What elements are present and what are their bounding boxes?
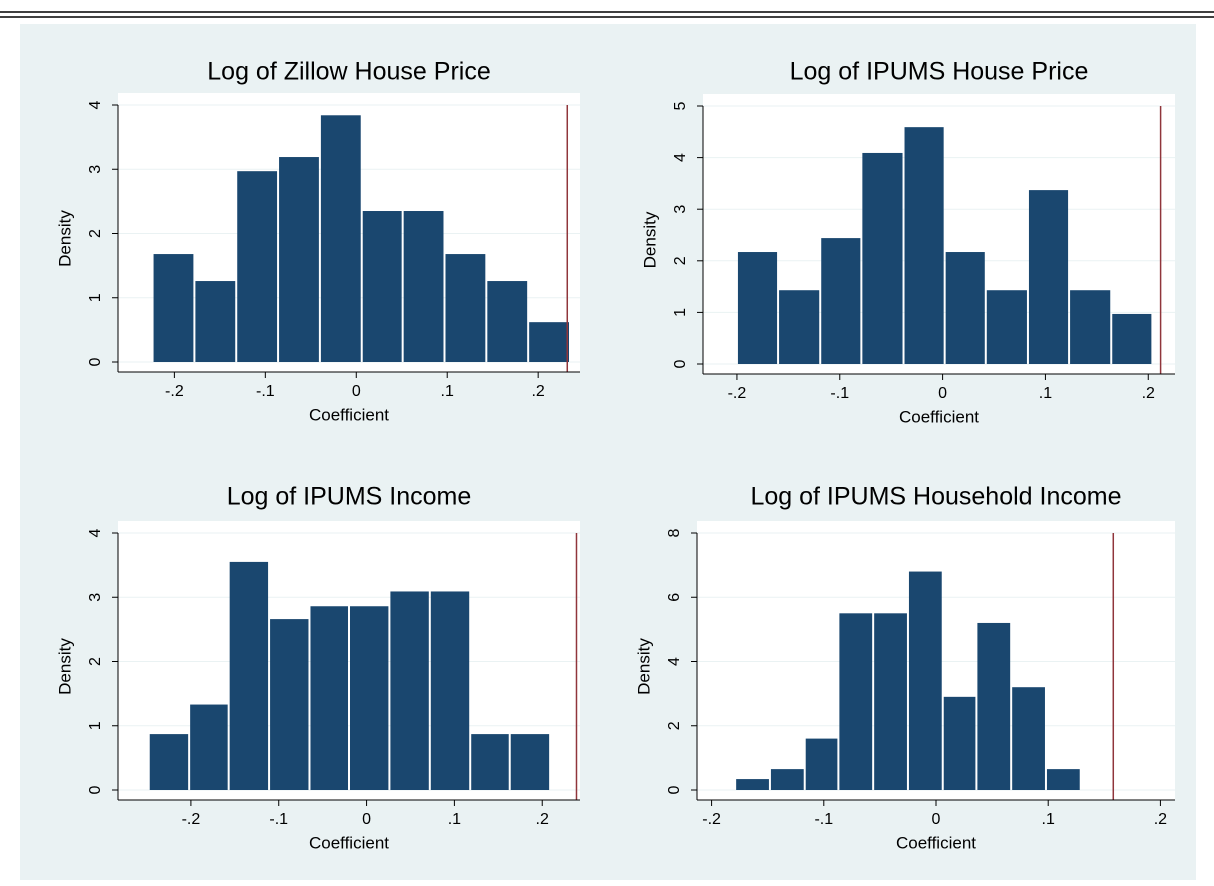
x-tick-label: .1 (1039, 385, 1052, 402)
chart-title: Log of Zillow House Price (207, 58, 490, 86)
bar (149, 734, 189, 790)
y-tick-label: 4 (672, 153, 689, 162)
bar (237, 171, 278, 362)
chart-title: Log of IPUMS House Price (790, 58, 1089, 86)
y-axis-label: Density (634, 638, 653, 695)
x-tick-label: .1 (448, 811, 461, 828)
bar (445, 254, 486, 362)
y-tick-label: 0 (87, 785, 104, 794)
x-axis-label: Coefficient (309, 405, 389, 424)
x-tick-label: -.1 (256, 383, 275, 400)
x-tick-label: .2 (1154, 811, 1167, 828)
bar (904, 127, 944, 364)
x-tick-label: 0 (932, 811, 941, 828)
chart-title: Log of IPUMS Household Income (750, 483, 1121, 511)
x-tick-label: -.1 (269, 811, 288, 828)
y-tick-label: 2 (666, 721, 683, 730)
bar (977, 622, 1011, 790)
bar (279, 157, 319, 362)
bar (945, 252, 985, 364)
bar (529, 322, 569, 362)
x-tick-label: .2 (1142, 385, 1155, 402)
x-tick-label: -.1 (830, 385, 849, 402)
bar (1112, 313, 1152, 364)
x-axis-label: Coefficient (309, 833, 389, 852)
y-tick-label: 1 (672, 308, 689, 317)
y-axis-label: Density (55, 638, 74, 695)
bar (320, 115, 361, 362)
y-tick-label: 1 (87, 721, 104, 730)
bar (1070, 290, 1111, 364)
bar (403, 211, 444, 362)
bar (1046, 769, 1080, 790)
x-tick-label: -.1 (814, 811, 833, 828)
bar (350, 606, 389, 790)
x-axis-label: Coefficient (899, 407, 979, 426)
y-tick-label: 3 (87, 165, 104, 174)
y-axis-label: Density (640, 211, 659, 268)
bar (487, 281, 528, 362)
bar (153, 254, 194, 362)
bar (737, 252, 778, 364)
x-tick-label: -.2 (182, 811, 201, 828)
bar (943, 696, 976, 790)
y-tick-label: 8 (666, 528, 683, 537)
bar (190, 704, 228, 790)
bar (310, 606, 348, 790)
bar (736, 779, 769, 790)
x-tick-label: .2 (531, 383, 544, 400)
y-tick-label: 3 (672, 205, 689, 214)
bar (1012, 687, 1045, 790)
y-tick-label: 3 (87, 593, 104, 602)
y-tick-label: 1 (87, 293, 104, 302)
y-tick-label: 5 (672, 101, 689, 110)
bar (229, 561, 269, 790)
bar (986, 290, 1027, 364)
x-tick-label: 0 (362, 811, 371, 828)
y-tick-label: 2 (672, 256, 689, 265)
bar (779, 290, 820, 364)
bar (510, 734, 550, 790)
bar (839, 613, 873, 790)
x-tick-label: -.2 (165, 383, 184, 400)
y-tick-label: 0 (672, 359, 689, 368)
x-axis-label: Coefficient (896, 833, 976, 852)
bar (471, 734, 509, 790)
x-tick-label: .1 (441, 383, 454, 400)
bar (362, 211, 402, 362)
bar (874, 613, 907, 790)
bar (390, 591, 429, 790)
x-tick-label: -.2 (728, 385, 747, 402)
bar (195, 281, 236, 362)
x-tick-label: .1 (1042, 811, 1055, 828)
x-tick-label: 0 (352, 383, 361, 400)
bar (908, 571, 942, 790)
bar (821, 238, 861, 364)
y-tick-label: 0 (666, 785, 683, 794)
y-tick-label: 4 (666, 657, 683, 666)
bar (805, 738, 838, 790)
y-tick-label: 4 (87, 528, 104, 537)
x-tick-label: -.2 (702, 811, 721, 828)
bar (770, 769, 804, 790)
bar (430, 591, 470, 790)
chart-title: Log of IPUMS Income (227, 483, 472, 511)
y-tick-label: 6 (666, 593, 683, 602)
x-tick-label: .2 (536, 811, 549, 828)
y-tick-label: 2 (87, 229, 104, 238)
bar (270, 619, 309, 790)
y-axis-label: Density (55, 210, 74, 267)
y-tick-label: 0 (87, 357, 104, 366)
x-tick-label: 0 (938, 385, 947, 402)
bar (1028, 190, 1069, 364)
y-tick-label: 4 (87, 100, 104, 109)
bar (862, 152, 903, 364)
y-tick-label: 2 (87, 657, 104, 666)
